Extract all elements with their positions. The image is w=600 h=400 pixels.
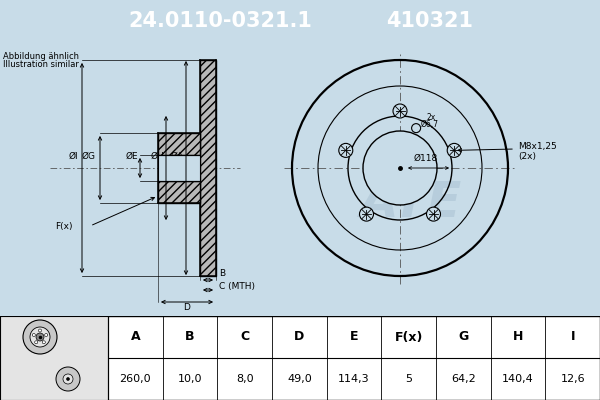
Circle shape <box>359 207 373 221</box>
Text: ØH: ØH <box>150 152 164 160</box>
Circle shape <box>32 334 35 336</box>
Text: ØG: ØG <box>82 152 96 160</box>
Text: 260,0: 260,0 <box>119 374 151 384</box>
Polygon shape <box>158 181 200 203</box>
Circle shape <box>339 143 353 157</box>
Text: B: B <box>219 270 225 278</box>
Text: F(x): F(x) <box>394 330 423 344</box>
Bar <box>0 316 108 400</box>
Text: 24.0110-0321.1: 24.0110-0321.1 <box>128 11 312 31</box>
Circle shape <box>393 104 407 118</box>
Text: 10,0: 10,0 <box>178 374 202 384</box>
Circle shape <box>23 320 57 354</box>
Text: 114,3: 114,3 <box>338 374 370 384</box>
Circle shape <box>447 143 461 157</box>
Polygon shape <box>200 60 216 276</box>
Text: I: I <box>571 330 575 344</box>
Text: (2x): (2x) <box>518 152 536 160</box>
Circle shape <box>67 378 70 380</box>
Circle shape <box>56 367 80 391</box>
Text: C: C <box>240 330 249 344</box>
Text: M8x1,25: M8x1,25 <box>518 142 557 150</box>
Text: ØI: ØI <box>68 152 78 160</box>
Circle shape <box>38 329 41 332</box>
Text: H: H <box>513 330 523 344</box>
Text: 5: 5 <box>405 374 412 384</box>
Text: 12,6: 12,6 <box>560 374 585 384</box>
Text: ØA: ØA <box>171 152 184 160</box>
Text: Ø118: Ø118 <box>414 154 438 163</box>
Text: B: B <box>185 330 195 344</box>
Text: 410321: 410321 <box>386 11 473 31</box>
Text: G: G <box>458 330 469 344</box>
Text: 2x: 2x <box>426 113 436 122</box>
Polygon shape <box>158 133 200 155</box>
Text: E: E <box>350 330 358 344</box>
Text: F(x): F(x) <box>55 222 73 230</box>
Text: 140,4: 140,4 <box>502 374 534 384</box>
Text: D: D <box>294 330 304 344</box>
Text: C (MTH): C (MTH) <box>219 282 255 290</box>
Circle shape <box>43 341 46 344</box>
Circle shape <box>44 334 47 336</box>
Text: 8,0: 8,0 <box>236 374 253 384</box>
Text: Ø6,7: Ø6,7 <box>421 120 439 129</box>
Text: 64,2: 64,2 <box>451 374 476 384</box>
Circle shape <box>412 124 421 133</box>
Circle shape <box>63 374 73 384</box>
Circle shape <box>30 327 50 347</box>
Text: ØE: ØE <box>125 152 138 160</box>
Text: A: A <box>131 330 140 344</box>
Text: ATE: ATE <box>359 179 461 227</box>
Text: Illustration similar: Illustration similar <box>3 60 79 69</box>
Circle shape <box>36 333 44 341</box>
Polygon shape <box>158 155 200 181</box>
Circle shape <box>427 207 440 221</box>
Text: 49,0: 49,0 <box>287 374 312 384</box>
Circle shape <box>35 341 38 344</box>
Text: Abbildung ähnlich: Abbildung ähnlich <box>3 52 79 61</box>
Text: D: D <box>184 304 190 312</box>
Circle shape <box>363 131 437 205</box>
